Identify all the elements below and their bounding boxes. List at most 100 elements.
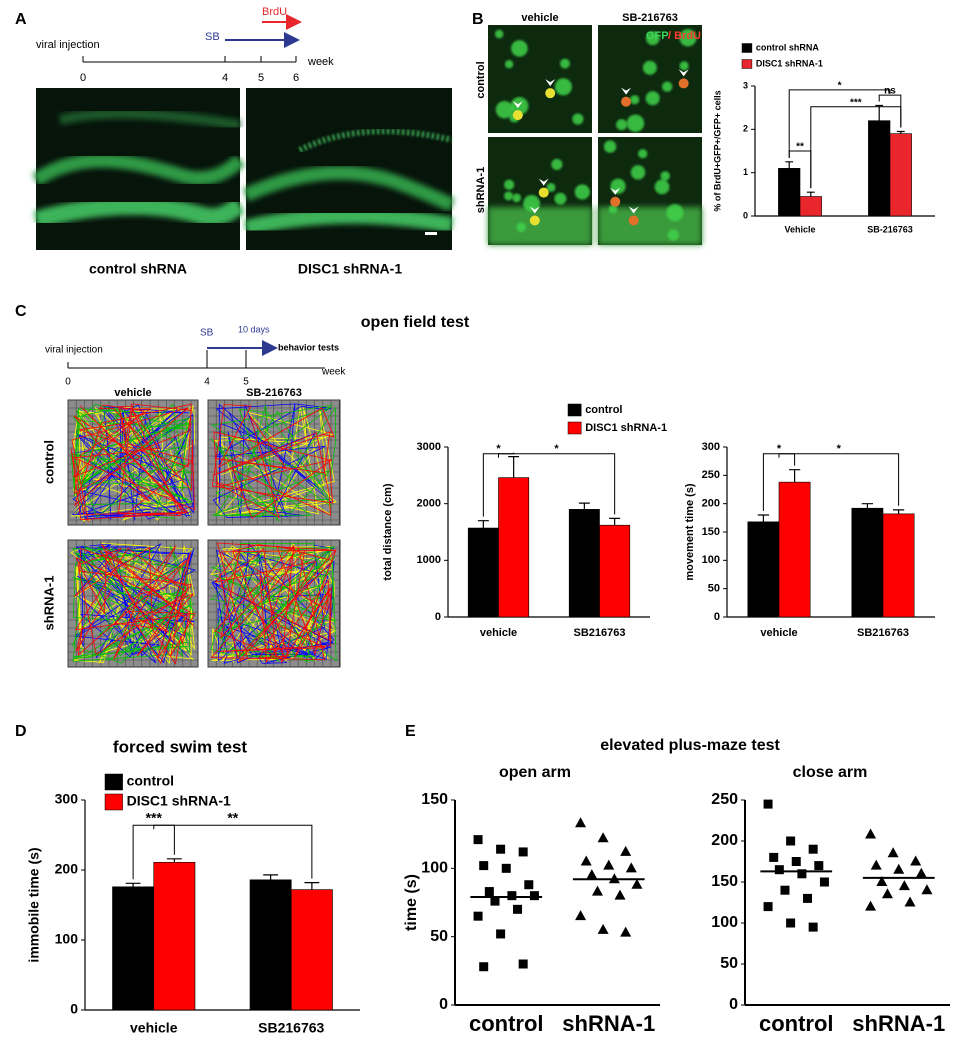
cell — [679, 61, 689, 71]
chart: 0 50 100 150 200 250 300 vehicle SB216763 movemen… — [684, 441, 935, 639]
x-tick-label: vehicle — [130, 1019, 178, 1035]
cell — [679, 29, 697, 47]
point — [763, 902, 773, 912]
column-label: SB-216763 — [246, 387, 302, 399]
arrowhead — [538, 178, 549, 186]
y-tick-label: 1 — [743, 167, 748, 177]
point — [898, 880, 910, 891]
y-tick-label: 250 — [711, 791, 738, 808]
significance-label: * — [777, 443, 782, 455]
cell — [572, 113, 584, 125]
y-tick-label: 200 — [711, 832, 738, 849]
arrowhead — [529, 206, 540, 214]
image-caption: DISC1 shRNA-1 — [298, 261, 402, 277]
significance-label: *** — [146, 810, 163, 826]
bar — [249, 879, 292, 1011]
bar — [467, 527, 499, 618]
cell — [510, 97, 529, 115]
timeline-tick: 0 — [80, 72, 86, 84]
chart-title: forced swim test — [113, 737, 247, 756]
y-tick-label: 50 — [720, 955, 738, 972]
cell — [667, 229, 679, 241]
timeline-label: BrdU — [262, 6, 287, 18]
y-tick-label: 200 — [55, 861, 79, 877]
timeline-label: SB — [205, 31, 220, 43]
cell — [642, 60, 657, 75]
x-tick-label: vehicle — [480, 627, 517, 639]
cell — [661, 81, 673, 92]
cell — [603, 140, 617, 153]
point — [631, 878, 643, 889]
cell — [512, 193, 522, 203]
error-bar — [125, 882, 141, 887]
legend-swatch — [104, 773, 123, 791]
section-title: open field test — [361, 314, 470, 331]
y-tick-label: 200 — [702, 498, 720, 510]
cell — [608, 205, 618, 214]
point — [808, 922, 818, 932]
arrowhead — [512, 101, 523, 109]
point — [814, 861, 824, 871]
bar — [290, 889, 333, 1011]
panel-letter: B — [472, 11, 484, 28]
significance-bracket — [498, 453, 616, 515]
timeline-label: week — [307, 56, 334, 68]
cell — [504, 191, 513, 201]
chart-title: close arm — [793, 764, 868, 781]
track — [74, 543, 196, 664]
cell — [610, 178, 626, 194]
tissue — [598, 207, 702, 245]
y-tick-label: 2 — [743, 124, 748, 134]
chart: 0 1 2 3 Vehicle SB-216763 % of BrdU+GFP+/GFP+ … — [712, 42, 935, 234]
cell — [554, 78, 572, 96]
significance-label: * — [496, 443, 501, 455]
error-bar — [304, 882, 320, 890]
arrowhead — [628, 206, 639, 214]
labeled-cell — [545, 88, 556, 99]
error-bar — [892, 509, 905, 514]
y-tick-label: 150 — [711, 873, 738, 890]
labeled-cell — [628, 215, 639, 226]
point — [524, 880, 534, 890]
point — [865, 828, 877, 839]
error-bar — [785, 161, 794, 169]
point — [529, 891, 539, 901]
image-caption: control shRNA — [89, 261, 187, 277]
y-tick-label: 0 — [729, 996, 738, 1013]
labeled-cell — [512, 110, 523, 121]
timeline-label: SB — [200, 328, 214, 339]
timeline-label: viral injection — [45, 345, 103, 356]
point — [774, 865, 784, 875]
point — [887, 847, 899, 858]
cell — [554, 192, 567, 205]
timeline-label: 10 days — [238, 324, 270, 334]
point — [808, 844, 818, 854]
point — [507, 891, 517, 901]
error-bar — [806, 191, 815, 197]
error-bar — [875, 104, 884, 121]
cell — [660, 171, 670, 181]
bar — [889, 133, 912, 217]
error-bar — [166, 858, 182, 863]
y-axis-label: immobile time (s) — [26, 847, 42, 962]
significance-bracket — [153, 824, 313, 879]
cell — [645, 91, 660, 106]
point — [479, 962, 489, 972]
bar — [778, 481, 811, 618]
y-tick-label: 300 — [55, 791, 79, 807]
cell — [523, 195, 541, 212]
track — [70, 403, 195, 522]
y-tick-label: 0 — [714, 611, 720, 623]
legend-label: DISC1 shRNA-1 — [585, 422, 667, 434]
y-tick-label: 100 — [55, 931, 79, 947]
y-tick-label: 100 — [711, 914, 738, 931]
labeled-cell — [610, 196, 621, 207]
point — [797, 869, 807, 879]
y-tick-label: 1000 — [417, 554, 441, 566]
y-tick-label: 250 — [702, 469, 720, 481]
point — [575, 817, 587, 828]
panel-letter: A — [15, 11, 27, 28]
point — [484, 887, 494, 897]
cell — [645, 31, 660, 46]
y-axis-label: total distance (cm) — [382, 483, 394, 581]
